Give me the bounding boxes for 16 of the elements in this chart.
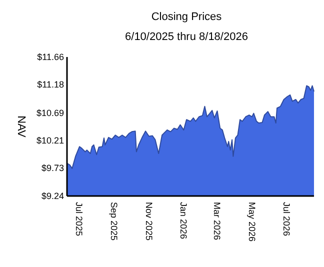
chart-subtitle: 6/10/2025 thru 8/18/2026 [125,31,248,43]
x-tick-label: Jul 2025 [74,202,84,236]
x-tick-label: Jul 2026 [282,202,292,236]
x-tick-label: Nov 2025 [144,202,154,241]
y-tick-label: $10.69 [36,108,64,118]
x-tick-label: May 2026 [246,202,257,242]
y-tick-label: $9.24 [41,191,64,202]
y-tick-label: $11.18 [37,80,64,90]
y-axis-title: NAV [15,116,28,138]
y-tick-label: $11.66 [37,52,64,62]
chart-title: Closing Prices [151,11,222,23]
x-tick-label: Mar 2026 [212,202,222,240]
y-tick-label: $10.21 [36,135,64,146]
y-tick-label: $9.73 [41,163,64,174]
x-tick-label: Sep 2025 [109,202,120,241]
x-tick-label: Jan 2026 [178,202,189,240]
